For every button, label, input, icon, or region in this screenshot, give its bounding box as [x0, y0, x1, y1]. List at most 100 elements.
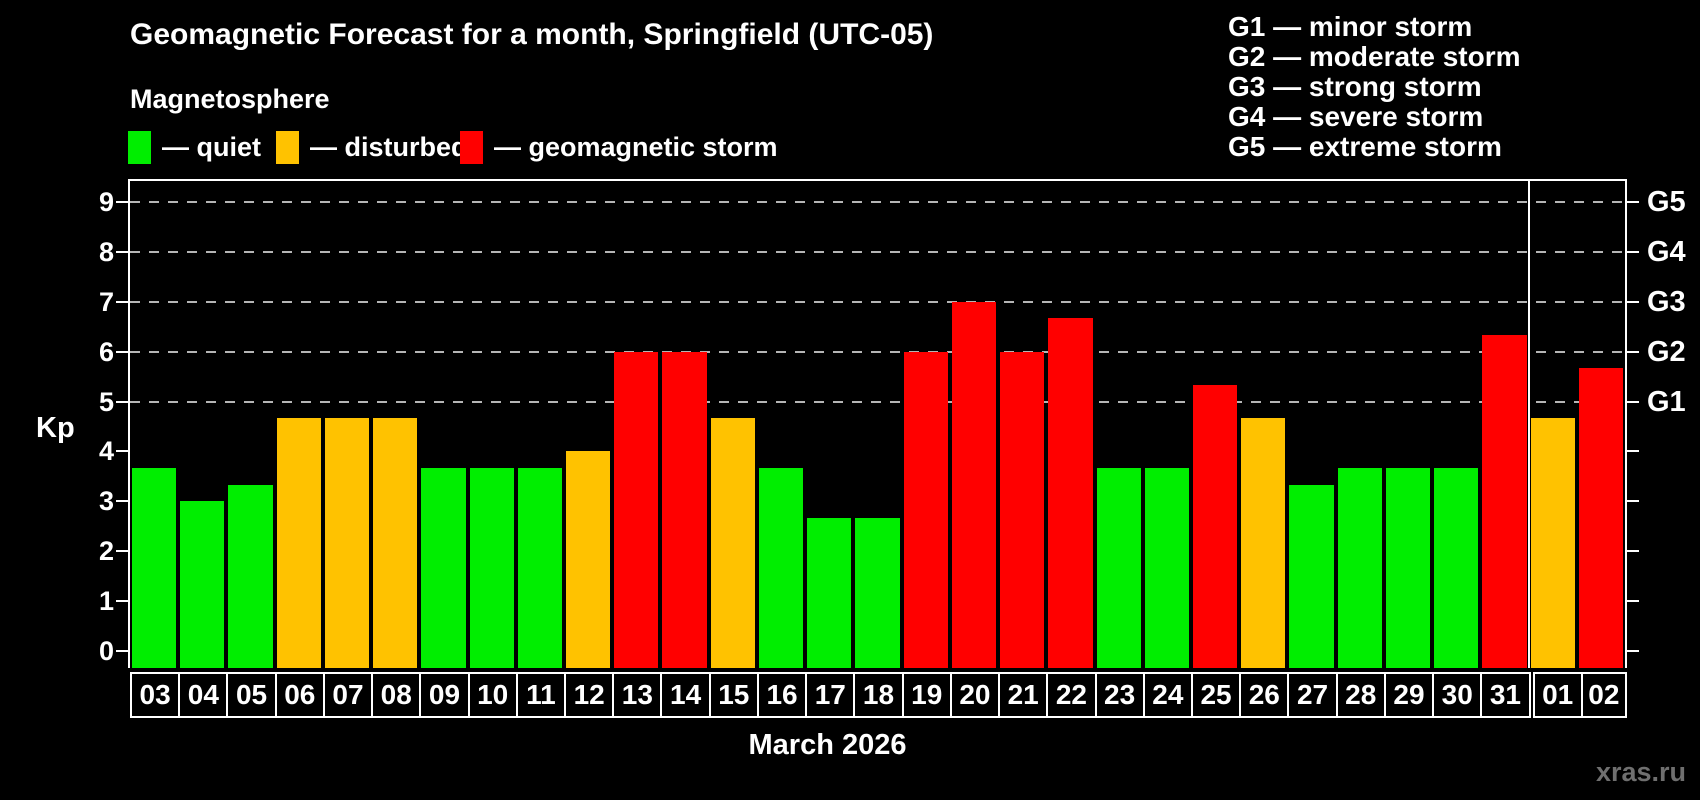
day-label-23: 23 — [1094, 672, 1145, 718]
y-axis-title: Kp — [36, 412, 75, 444]
day-label-05: 05 — [226, 672, 277, 718]
g-axis-label-g4: G4 — [1647, 235, 1686, 268]
bar-day-25 — [1192, 385, 1238, 668]
right-axis-tick-0 — [1627, 650, 1639, 652]
g-axis-label-g5: G5 — [1647, 185, 1686, 218]
day-label-15: 15 — [708, 672, 759, 718]
bar-day-28 — [1337, 467, 1382, 668]
day-label-30: 30 — [1432, 672, 1483, 718]
gridline-kp7 — [130, 300, 1625, 303]
bar-day-30 — [1434, 467, 1479, 668]
y-axis-label-6: 6 — [98, 336, 114, 367]
day-label-13: 13 — [612, 672, 663, 718]
day-label-14: 14 — [660, 672, 711, 718]
legend-label-disturbed: — disturbed — [310, 132, 468, 162]
bar-day-13 — [614, 351, 659, 668]
day-label-12: 12 — [564, 672, 615, 718]
day-labels-row: 03 04 05 06 07 08 09 10 11 12 13 14 15 16 17 18 19 20 21 22… — [130, 672, 1627, 718]
y-axis-label-3: 3 — [98, 486, 114, 517]
bar-day-09 — [421, 467, 466, 668]
right-axis-tick-3 — [1627, 500, 1639, 503]
bar-day-26 — [1241, 417, 1286, 668]
g-scale-legend: G1 — minor storm G2 — moderate storm G3 … — [1228, 12, 1521, 162]
bar-day-08 — [373, 417, 418, 668]
bar-day-31 — [1482, 335, 1527, 668]
bar-day-06 — [276, 417, 321, 668]
g-axis-label-g2: G2 — [1647, 335, 1686, 368]
bar-day-21 — [1000, 351, 1045, 668]
left-axis-tick-7 — [116, 300, 128, 303]
day-label-02: 02 — [1580, 672, 1627, 718]
y-axis-label-0: 0 — [98, 636, 114, 666]
left-axis-tick-1 — [116, 600, 128, 603]
day-label-11: 11 — [515, 672, 567, 718]
day-label-26: 26 — [1239, 672, 1290, 718]
g-scale-g2: G2 — moderate storm — [1228, 41, 1521, 72]
gridline-kp8 — [130, 250, 1625, 253]
right-axis-tick-2 — [1627, 550, 1639, 553]
bar-day-07 — [324, 417, 370, 668]
bar-day-04 — [180, 501, 225, 668]
day-label-08: 08 — [371, 672, 422, 718]
day-label-24: 24 — [1142, 672, 1193, 718]
bar-day-23 — [1096, 467, 1141, 668]
y-axis-label-2: 2 — [98, 536, 114, 567]
bar-day-11 — [517, 467, 563, 668]
quiet-swatch-icon — [128, 131, 151, 164]
day-label-04: 04 — [178, 672, 229, 718]
right-axis-tick-4 — [1627, 450, 1639, 453]
day-label-20: 20 — [949, 672, 1001, 718]
bar-day-29 — [1385, 467, 1431, 668]
left-axis-tick-2 — [116, 550, 128, 553]
day-label-03: 03 — [130, 672, 181, 718]
day-label-01: 01 — [1532, 672, 1583, 718]
g-scale-g4: G4 — severe storm — [1228, 101, 1484, 132]
day-label-17: 17 — [805, 672, 856, 718]
day-label-29: 29 — [1383, 672, 1435, 718]
left-axis-tick-0 — [116, 650, 128, 652]
bar-day-14 — [662, 351, 707, 668]
bar-day-12 — [566, 451, 611, 668]
right-axis-tick-1 — [1627, 600, 1639, 603]
left-axis-tick-5 — [116, 400, 128, 403]
legend-label-storm: — geomagnetic storm — [494, 132, 778, 162]
disturbed-swatch-icon — [276, 131, 299, 164]
day-label-16: 16 — [756, 672, 808, 718]
g-axis-label-g1: G1 — [1647, 385, 1686, 418]
bar-day-05 — [228, 484, 273, 668]
day-label-28: 28 — [1335, 672, 1386, 718]
bar-day-02 — [1578, 368, 1623, 668]
y-axis-label-4: 4 — [98, 436, 114, 467]
day-label-19: 19 — [901, 672, 952, 718]
g-scale-g5: G5 — extreme storm — [1228, 131, 1502, 162]
right-axis-tick-9 — [1627, 200, 1639, 203]
left-axis-tick-9 — [116, 200, 128, 203]
y-axis-label-8: 8 — [98, 236, 114, 267]
g-scale-g3: G3 — strong storm — [1228, 71, 1482, 102]
magnetosphere-label: Magnetosphere — [130, 84, 330, 114]
y-axis-label-5: 5 — [98, 386, 114, 417]
y-axis-label-9: 9 — [98, 186, 114, 217]
y-axis-label-1: 1 — [98, 586, 114, 617]
legend-label-quiet: — quiet — [162, 132, 261, 162]
day-label-27: 27 — [1287, 672, 1338, 718]
right-axis-tick-7 — [1627, 300, 1639, 303]
legend-item-disturbed: — disturbed — [276, 131, 468, 164]
day-label-25: 25 — [1190, 672, 1242, 718]
day-label-21: 21 — [998, 672, 1049, 718]
bar-day-17 — [807, 517, 852, 668]
day-label-18: 18 — [853, 672, 904, 718]
day-label-09: 09 — [419, 672, 470, 718]
page-title: Geomagnetic Forecast for a month, Spring… — [130, 18, 934, 51]
bar-day-16 — [758, 467, 804, 668]
day-label-06: 06 — [274, 672, 325, 718]
left-axis-tick-8 — [116, 250, 128, 253]
right-axis-tick-8 — [1627, 250, 1639, 253]
gridline-kp5 — [130, 400, 1625, 403]
gridline-kp6 — [130, 350, 1625, 353]
y-axis-label-7: 7 — [98, 286, 114, 317]
x-axis-title: March 2026 — [748, 729, 907, 761]
day-label-31: 31 — [1480, 672, 1531, 718]
left-axis-tick-6 — [116, 350, 128, 353]
